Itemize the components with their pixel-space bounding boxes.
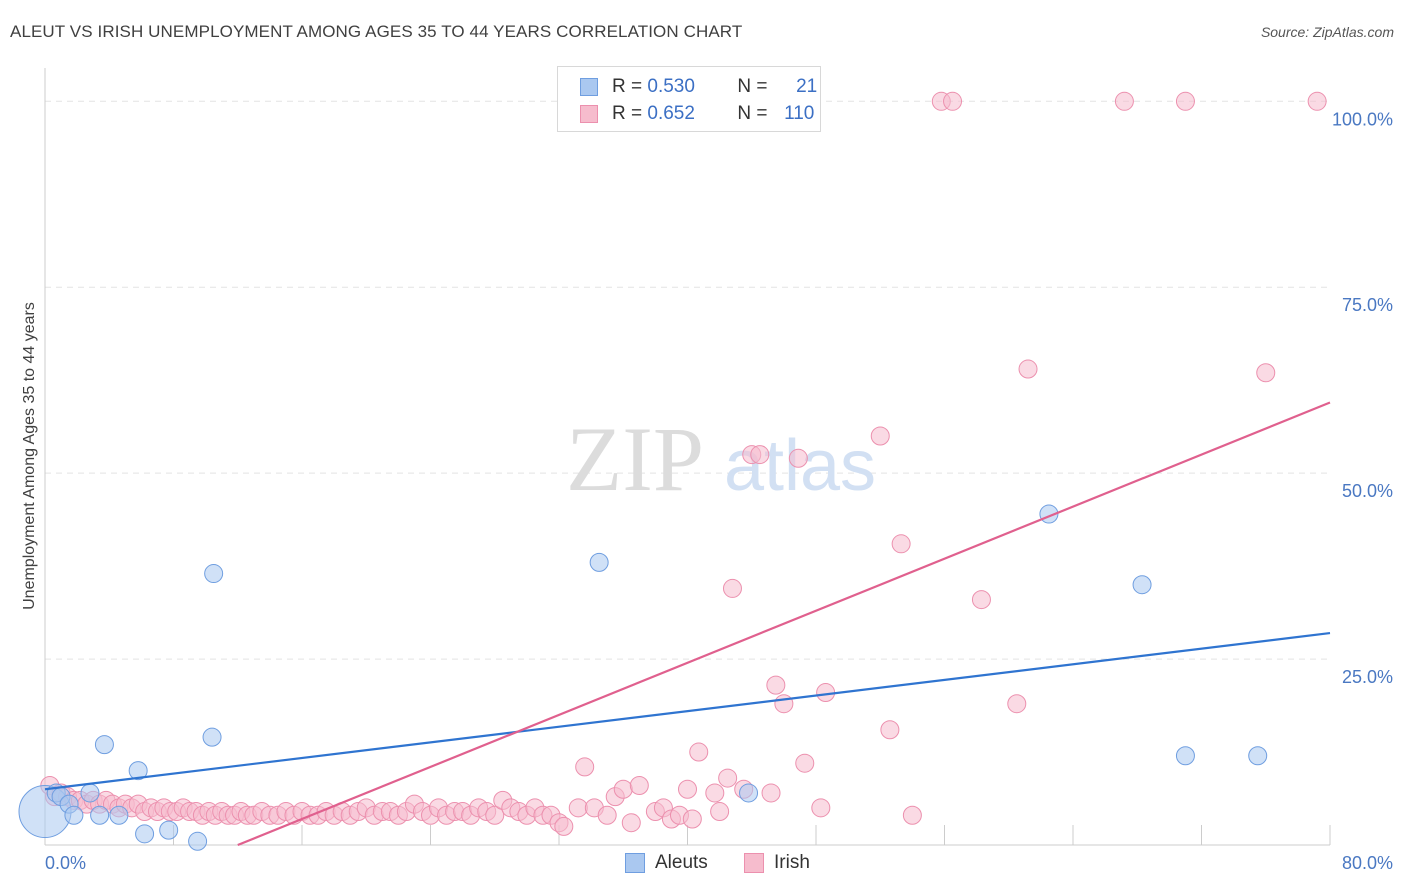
irish-point bbox=[568, 798, 588, 818]
y-tick-label: 50.0% bbox=[1342, 481, 1393, 501]
aleuts-point bbox=[128, 761, 148, 781]
legend-row-aleuts: R = 0.530 N = 21 bbox=[580, 74, 817, 100]
r-value: 0.652 bbox=[647, 103, 695, 124]
irish-point bbox=[613, 779, 633, 799]
irish-point bbox=[597, 805, 617, 825]
irish-point bbox=[1256, 363, 1276, 383]
legend-item-aleuts[interactable]: Aleuts bbox=[625, 852, 708, 874]
irish-swatch bbox=[580, 105, 598, 123]
watermark: ZIP atlas bbox=[566, 408, 876, 510]
irish-point bbox=[788, 448, 808, 468]
chart-title: ALEUT VS IRISH UNEMPLOYMENT AMONG AGES 3… bbox=[10, 22, 743, 41]
irish-point bbox=[943, 91, 963, 111]
irish-point bbox=[554, 816, 574, 836]
aleuts-points bbox=[18, 504, 1268, 851]
x-tick-label: 80.0% bbox=[1342, 853, 1393, 873]
irish-point bbox=[689, 742, 709, 762]
irish-points bbox=[40, 91, 1327, 836]
aleuts-point bbox=[159, 820, 179, 840]
irish-point bbox=[710, 802, 730, 822]
aleuts-point bbox=[90, 805, 110, 825]
irish-point bbox=[718, 768, 738, 788]
tick-labels: 25.0% 50.0% 75.0% 100.0% 0.0% 80.0% bbox=[45, 109, 1393, 873]
irish-point bbox=[774, 694, 794, 714]
irish-point bbox=[621, 813, 641, 833]
irish-point bbox=[795, 753, 815, 773]
y-tick-label: 100.0% bbox=[1332, 109, 1393, 129]
irish-point bbox=[575, 757, 595, 777]
irish-point bbox=[891, 534, 911, 554]
irish-trend-line bbox=[237, 401, 1331, 847]
aleuts-point bbox=[204, 564, 224, 584]
legend-label-irish: Irish bbox=[774, 852, 810, 873]
aleuts-point bbox=[188, 831, 208, 851]
aleuts-point bbox=[135, 824, 155, 844]
x-tick-label: 0.0% bbox=[45, 853, 86, 873]
aleuts-point bbox=[64, 805, 84, 825]
irish-point bbox=[1114, 91, 1134, 111]
irish-point bbox=[880, 720, 900, 740]
legend-row-irish: R = 0.652 N = 110 bbox=[580, 101, 814, 127]
n-label: N = bbox=[737, 76, 768, 97]
aleuts-point bbox=[109, 805, 129, 825]
trend-lines bbox=[44, 401, 1331, 847]
irish-point bbox=[485, 805, 505, 825]
irish-point bbox=[682, 809, 702, 829]
watermark-zip: ZIP bbox=[566, 408, 704, 510]
irish-point bbox=[705, 783, 725, 803]
irish-point bbox=[971, 590, 991, 610]
r-label: R = bbox=[612, 76, 643, 97]
legend-label-aleuts: Aleuts bbox=[655, 852, 708, 873]
y-tick-label: 25.0% bbox=[1342, 667, 1393, 687]
irish-point bbox=[722, 578, 742, 598]
aleuts-point bbox=[1132, 575, 1152, 595]
n-value: 110 bbox=[784, 103, 815, 124]
irish-point bbox=[811, 798, 831, 818]
aleuts-point bbox=[1175, 746, 1195, 766]
irish-point bbox=[1007, 694, 1027, 714]
irish-point bbox=[870, 426, 890, 446]
aleuts-point bbox=[1248, 746, 1268, 766]
aleuts-point bbox=[94, 735, 114, 755]
aleuts-swatch bbox=[625, 853, 645, 873]
aleuts-point bbox=[202, 727, 222, 747]
r-label: R = bbox=[612, 103, 643, 124]
aleuts-point bbox=[80, 783, 100, 803]
irish-point bbox=[766, 675, 786, 695]
source-credit: Source: ZipAtlas.com bbox=[1260, 24, 1394, 40]
irish-swatch bbox=[744, 853, 764, 873]
aleuts-trend-line bbox=[44, 631, 1331, 791]
irish-point bbox=[902, 805, 922, 825]
irish-point bbox=[1307, 91, 1327, 111]
legend-item-irish[interactable]: Irish bbox=[744, 852, 810, 874]
series-legend: Aleuts Irish bbox=[0, 852, 1406, 878]
n-value: 21 bbox=[796, 76, 818, 97]
aleuts-point bbox=[589, 552, 609, 572]
n-label: N = bbox=[737, 103, 768, 124]
r-value: 0.530 bbox=[647, 76, 695, 97]
aleuts-point bbox=[739, 783, 759, 803]
irish-point bbox=[761, 783, 781, 803]
irish-point bbox=[629, 776, 649, 796]
irish-point bbox=[1175, 91, 1195, 111]
irish-point bbox=[678, 779, 697, 799]
irish-point bbox=[750, 445, 770, 465]
y-tick-label: 75.0% bbox=[1342, 295, 1393, 315]
correlation-legend: R = 0.530 N = 21 R = 0.652 N = 110 bbox=[557, 66, 821, 132]
irish-point bbox=[1018, 359, 1038, 379]
gridlines bbox=[45, 100, 1330, 660]
aleuts-swatch bbox=[580, 78, 598, 96]
